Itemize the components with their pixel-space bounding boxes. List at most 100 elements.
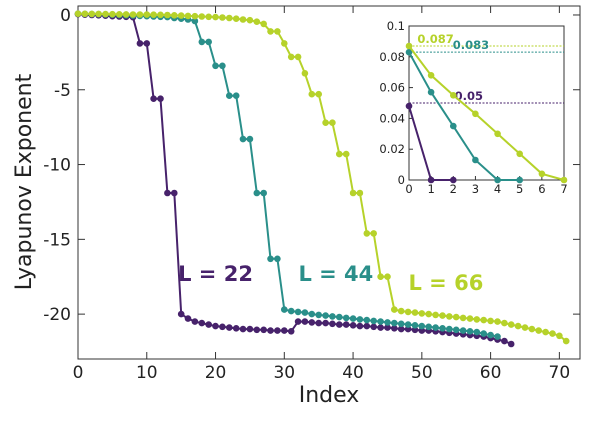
data-point [136, 40, 144, 47]
data-point [349, 322, 357, 329]
data-point [226, 324, 233, 331]
data-point [226, 92, 233, 99]
inset-data-point [516, 176, 523, 184]
data-point [239, 325, 247, 333]
data-point [549, 330, 556, 337]
series-labels: L = 22 L = 44 L = 66 [178, 262, 483, 295]
data-point [81, 10, 89, 18]
data-point [267, 28, 274, 35]
inset-data-point [427, 72, 435, 79]
data-point [267, 327, 274, 334]
inset-y-tick-label: 0 [398, 173, 405, 187]
series-label: L = 22 [178, 262, 253, 286]
data-point [129, 11, 137, 18]
data-point [246, 135, 254, 143]
data-point [342, 314, 350, 322]
inset-data-point [405, 42, 413, 50]
inset-reference-label: 0.083 [453, 38, 489, 52]
data-point [260, 189, 268, 197]
data-point [191, 318, 199, 325]
inset-series-2 [405, 48, 523, 184]
data-point [391, 319, 398, 327]
data-point [432, 324, 439, 331]
data-point [150, 11, 157, 18]
data-point [171, 12, 178, 19]
data-point [232, 92, 240, 99]
data-point [198, 13, 206, 20]
inset-series [405, 42, 568, 184]
data-point [363, 230, 371, 237]
x-tick-label: 60 [480, 363, 502, 383]
data-point [473, 328, 481, 336]
data-point [315, 319, 323, 327]
data-point [556, 332, 563, 340]
data-point [184, 315, 192, 322]
data-point [315, 311, 323, 319]
inset-y-tick-label: 0.1 [387, 19, 405, 33]
inset-data-point [405, 102, 413, 110]
inset-data-point [494, 130, 501, 138]
data-point [432, 311, 439, 319]
data-point [329, 320, 336, 328]
data-point [205, 38, 212, 46]
x-tick-label: 0 [73, 363, 84, 383]
data-point [260, 326, 268, 334]
data-point [212, 322, 219, 330]
data-point [301, 318, 309, 325]
data-point [514, 322, 522, 330]
data-point [336, 150, 343, 158]
inset-x-tick-label: 5 [516, 182, 523, 196]
data-point [370, 230, 378, 237]
data-point [205, 13, 212, 21]
data-point [322, 319, 329, 327]
data-point [466, 315, 474, 322]
data-point [391, 306, 398, 313]
data-point [198, 38, 206, 46]
data-point [164, 189, 171, 197]
data-point [294, 308, 302, 316]
data-point [466, 328, 474, 335]
data-point [336, 313, 343, 321]
inset-series-line [408, 45, 565, 181]
data-point [301, 309, 309, 316]
y-tick-label: -10 [43, 156, 71, 176]
inset-y-tick-label: 0.04 [379, 111, 405, 125]
data-point [411, 322, 419, 329]
data-point [439, 325, 446, 332]
data-point [116, 11, 123, 18]
x-tick-label: 70 [549, 363, 571, 383]
data-point [260, 20, 268, 28]
data-point [287, 307, 295, 315]
data-point [322, 312, 329, 319]
x-tick-label: 50 [411, 363, 433, 383]
data-point [198, 319, 206, 327]
y-axis-title: Lyapunov Exponent [12, 73, 37, 290]
data-point [219, 323, 226, 331]
y-tick-label: -20 [43, 305, 71, 325]
inset-data-point [538, 170, 546, 178]
data-point [184, 12, 192, 20]
inset-data-point [450, 122, 457, 130]
inset-x-tick-label: 2 [450, 182, 457, 196]
data-point [164, 11, 171, 19]
data-point [274, 327, 281, 334]
data-point [384, 273, 391, 281]
inset-y-tick-label: 0.08 [379, 50, 405, 64]
data-point [507, 321, 515, 328]
data-point [480, 316, 488, 324]
inset-series-3 [405, 42, 568, 184]
data-point [521, 324, 529, 331]
data-point [459, 327, 467, 334]
data-point [397, 320, 405, 328]
series-2 [74, 10, 501, 340]
data-point [342, 150, 350, 158]
inset-reference-lines: 0.087 0.083 0.05 [409, 32, 564, 104]
data-point [281, 40, 288, 47]
data-point [418, 310, 426, 317]
y-tick-label: -5 [54, 81, 71, 101]
data-point [88, 10, 96, 18]
series-label: L = 66 [408, 271, 483, 295]
data-point [102, 10, 109, 18]
inset-x-tick-label: 3 [472, 182, 479, 196]
data-point [157, 11, 164, 19]
